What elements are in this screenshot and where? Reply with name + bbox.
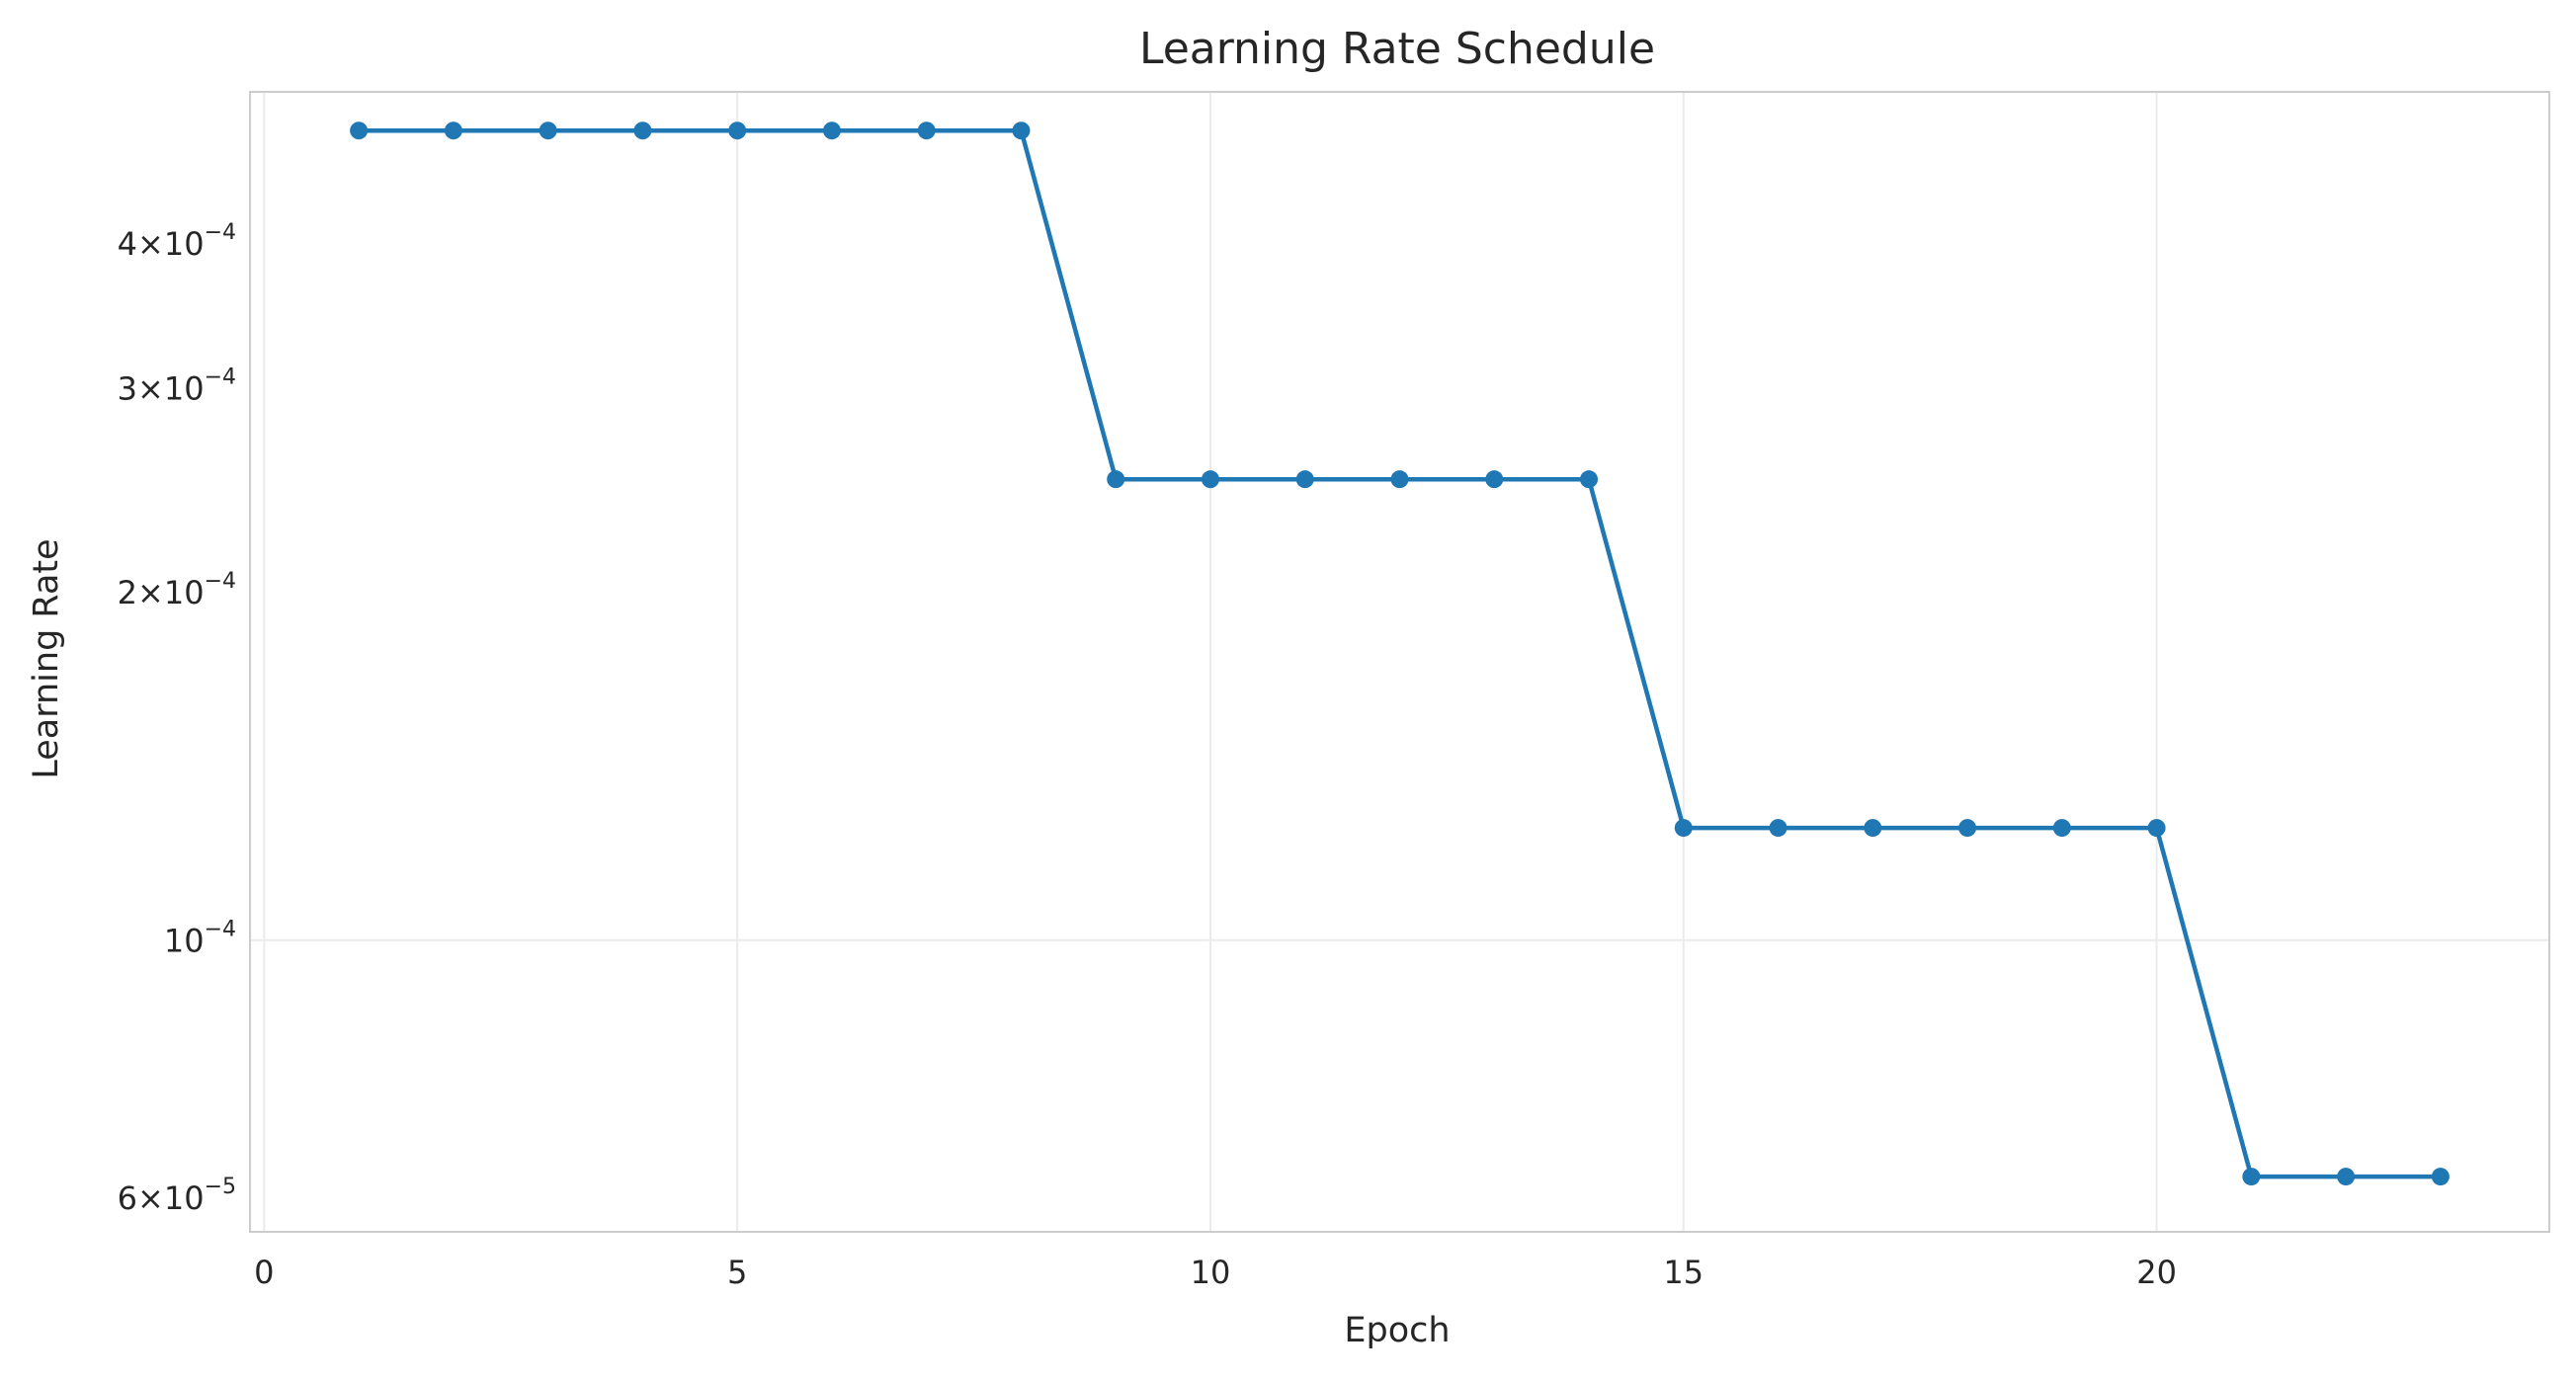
data-point — [1864, 819, 1882, 838]
x-tick-label: 10 — [1191, 1254, 1231, 1291]
y-ticks: 6×10−5 10−4 2×10−4 3×10−4 4×10−4 — [118, 220, 236, 1217]
y-tick-label: 2×10−4 — [118, 569, 236, 611]
data-point — [539, 122, 557, 140]
data-point — [917, 122, 936, 140]
data-point — [1390, 470, 1409, 489]
x-tick-label: 5 — [727, 1254, 747, 1291]
data-point — [1674, 819, 1693, 838]
data-point — [2242, 1168, 2261, 1186]
data-point — [1580, 470, 1599, 489]
data-point — [633, 122, 652, 140]
series-layer — [350, 122, 2450, 1186]
data-point — [2052, 819, 2071, 838]
data-point — [350, 122, 369, 140]
plot-frame — [249, 91, 2550, 1233]
x-ticks: 0 5 10 15 20 — [254, 1254, 2177, 1291]
y-tick-label: 4×10−4 — [118, 220, 236, 263]
data-point — [1295, 470, 1314, 489]
data-point — [2337, 1168, 2356, 1186]
x-tick-label: 15 — [1663, 1254, 1703, 1291]
grid — [250, 92, 2549, 1232]
y-axis-label: Learning Rate — [27, 538, 66, 778]
data-point — [2147, 819, 2166, 838]
data-point — [444, 122, 462, 140]
data-point — [1012, 122, 1031, 140]
data-point — [1958, 819, 1977, 838]
data-point — [1485, 470, 1504, 489]
data-point — [2431, 1168, 2450, 1186]
x-tick-label: 0 — [254, 1254, 274, 1291]
y-tick-label: 6×10−5 — [118, 1175, 236, 1217]
data-point — [728, 122, 747, 140]
data-point — [822, 122, 841, 140]
chart-title: Learning Rate Schedule — [1139, 24, 1655, 74]
x-tick-label: 20 — [2136, 1254, 2177, 1291]
data-point — [1107, 470, 1125, 489]
y-tick-label: 3×10−4 — [118, 365, 236, 407]
y-tick-label: 10−4 — [164, 918, 236, 960]
data-point — [1769, 819, 1787, 838]
x-axis-label: Epoch — [1344, 1311, 1450, 1350]
data-point — [1201, 470, 1219, 489]
